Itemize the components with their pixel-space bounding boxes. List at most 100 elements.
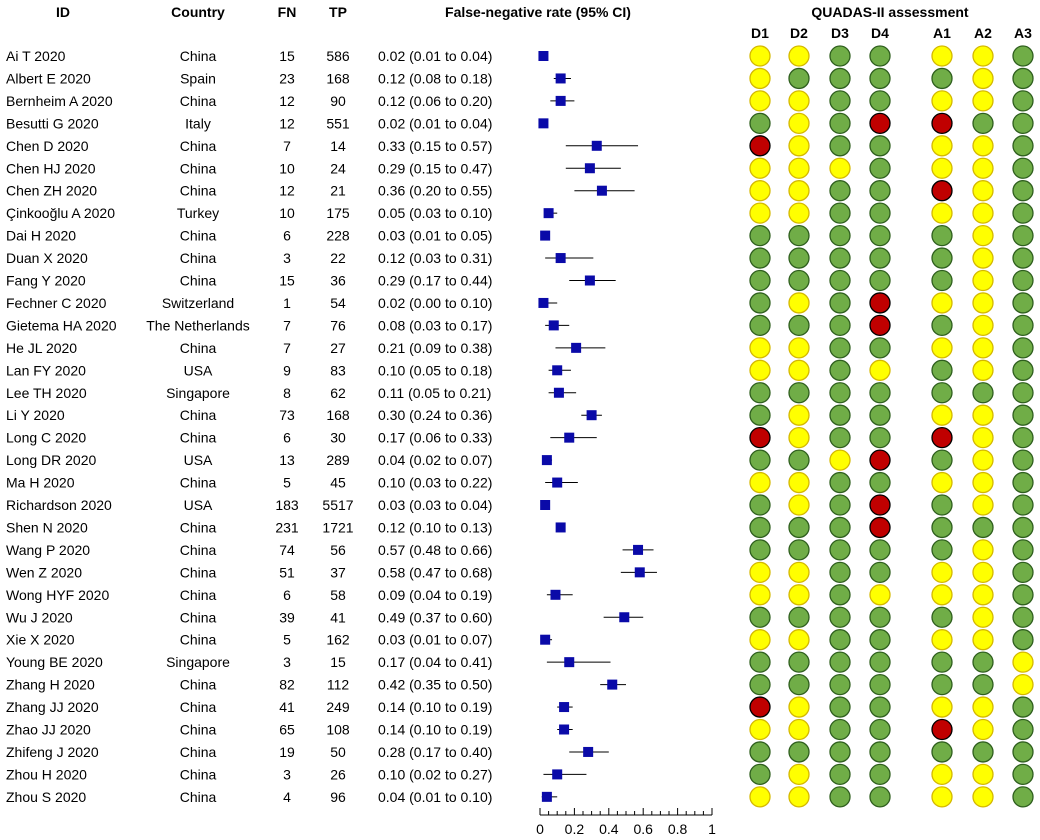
rob-circle-d4 — [869, 337, 891, 359]
point-estimate-marker — [633, 544, 644, 555]
rob-circle-a2 — [972, 786, 994, 808]
study-row: Xie X 2020 China 5 162 0.03 (0.01 to 0.07) — [6, 629, 1034, 651]
rob-circle-a2 — [972, 337, 994, 359]
rob-circle-d1 — [749, 651, 771, 673]
rob-circle-d2 — [788, 606, 810, 628]
study-country: China — [180, 677, 217, 693]
x-tick-label: 0 — [536, 821, 544, 837]
rob-circle-d2 — [788, 269, 810, 292]
rob-circle-d4 — [869, 471, 891, 494]
study-fnr-text: 0.28 (0.17 to 0.40) — [378, 744, 492, 760]
rob-circle-a1 — [931, 516, 953, 539]
study-id: Wong HYF 2020 — [6, 587, 109, 603]
study-id: Fechner C 2020 — [6, 295, 107, 311]
rob-circle-a2 — [972, 269, 994, 292]
rob-circle-d1 — [749, 180, 771, 202]
rob-circle-a3 — [1012, 135, 1034, 157]
point-estimate-marker — [553, 387, 564, 398]
study-fnr-text: 0.03 (0.01 to 0.05) — [378, 228, 492, 244]
rob-circle-d1 — [749, 673, 771, 696]
quadas-title: QUADAS-II assessment — [811, 4, 969, 20]
rob-circle-d3 — [829, 269, 851, 292]
study-fnr-text: 0.09 (0.04 to 0.19) — [378, 587, 492, 603]
study-id: Long C 2020 — [6, 430, 86, 446]
study-row: Chen HJ 2020 China 10 24 0.29 (0.15 to 0.47) — [6, 157, 1034, 179]
study-fn: 65 — [279, 722, 295, 738]
rob-circle-a2 — [972, 629, 994, 651]
study-row: Chen ZH 2020 China 12 21 0.36 (0.20 to 0.55) — [6, 180, 1034, 202]
study-fnr-text: 0.29 (0.15 to 0.47) — [378, 160, 492, 176]
quadas-domain-headers: D1 D2 D3 D4 A1 A2 A3 — [751, 25, 1032, 41]
rob-circle-d4 — [869, 67, 891, 90]
rob-circle-d1 — [749, 45, 771, 67]
rob-circle-d2 — [788, 180, 810, 202]
study-fnr-text: 0.12 (0.06 to 0.20) — [378, 93, 492, 109]
rob-circle-a1 — [931, 382, 953, 404]
rob-circle-a2 — [972, 494, 994, 516]
point-estimate-marker — [538, 51, 549, 61]
study-row: Fechner C 2020 Switzerland 1 54 0.02 (0.00 t… — [6, 292, 1034, 314]
study-row: Besutti G 2020 Italy 12 551 0.02 (0.01 to 0.… — [6, 112, 1034, 134]
study-row: Ma H 2020 China 5 45 0.10 (0.03 to 0.22) — [6, 471, 1034, 494]
rob-circle-a1 — [931, 786, 953, 808]
study-country: Turkey — [177, 205, 219, 221]
rob-circle-d2 — [788, 314, 810, 337]
rob-circle-a2 — [972, 224, 994, 247]
rob-circle-d2 — [788, 718, 810, 741]
rob-circle-a2 — [972, 696, 994, 718]
study-fn: 3 — [283, 250, 291, 266]
rob-circle-d3 — [829, 449, 851, 471]
study-fn: 13 — [279, 452, 295, 468]
domain-header-a3: A3 — [1014, 25, 1032, 41]
study-country: China — [180, 744, 217, 760]
study-fn: 183 — [275, 497, 299, 513]
rob-circle-d4 — [869, 224, 891, 247]
study-id: Chen HJ 2020 — [6, 160, 96, 176]
rob-circle-d3 — [829, 180, 851, 202]
rob-circle-a3 — [1012, 404, 1034, 426]
rob-circle-a2 — [972, 359, 994, 381]
rob-circle-d3 — [829, 741, 851, 763]
study-country: Spain — [180, 70, 216, 86]
point-estimate-marker — [555, 522, 566, 533]
rob-circle-d2 — [788, 157, 810, 179]
rob-circle-a2 — [972, 718, 994, 741]
rob-circle-a3 — [1012, 67, 1034, 90]
study-tp: 62 — [330, 385, 346, 401]
point-estimate-marker — [586, 410, 597, 421]
study-row: Lee TH 2020 Singapore 8 62 0.11 (0.05 to 0.2… — [6, 382, 1034, 404]
domain-header-d4: D4 — [871, 25, 889, 41]
study-tp: 50 — [330, 744, 346, 760]
rob-circle-d2 — [788, 337, 810, 359]
study-fnr-text: 0.29 (0.17 to 0.44) — [378, 273, 492, 289]
point-estimate-marker — [552, 477, 563, 488]
study-fn: 19 — [279, 744, 295, 760]
rob-circle-d2 — [788, 359, 810, 381]
rob-circle-a1 — [931, 718, 953, 741]
rob-circle-d3 — [829, 404, 851, 426]
rob-circle-a1 — [931, 247, 953, 269]
study-tp: 45 — [330, 475, 346, 491]
rob-circle-d4 — [869, 449, 891, 471]
study-fnr-text: 0.57 (0.48 to 0.66) — [378, 542, 492, 558]
rob-circle-d3 — [829, 247, 851, 269]
study-tp: 36 — [330, 273, 346, 289]
study-tp: 54 — [330, 295, 346, 311]
study-tp: 56 — [330, 542, 346, 558]
domain-header-d2: D2 — [790, 25, 808, 41]
column-headers: ID Country FN TP False-negative rate (95… — [56, 4, 969, 20]
point-estimate-marker — [548, 320, 559, 331]
rob-circle-a1 — [931, 269, 953, 292]
study-id: Albert E 2020 — [6, 70, 91, 86]
study-country: China — [180, 789, 217, 805]
rob-circle-a3 — [1012, 269, 1034, 292]
study-country: China — [180, 564, 217, 580]
point-estimate-marker — [619, 612, 630, 623]
study-tp: 22 — [330, 250, 346, 266]
study-country: China — [180, 699, 217, 715]
rob-circle-d1 — [749, 247, 771, 269]
point-estimate-marker — [555, 73, 566, 84]
study-country: China — [180, 722, 217, 738]
study-id: Zhang H 2020 — [6, 677, 95, 693]
